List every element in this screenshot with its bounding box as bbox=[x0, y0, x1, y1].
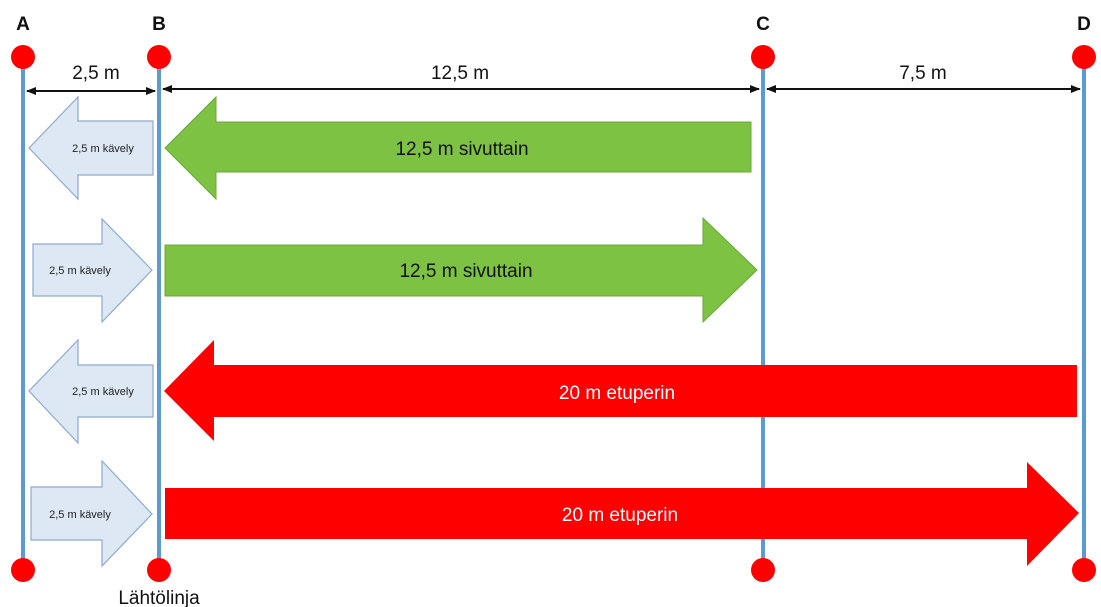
row-1: 2,5 m kävely 12,5 m sivuttain bbox=[28, 95, 752, 201]
point-label-b: B bbox=[152, 14, 166, 35]
dot-c-top bbox=[751, 45, 775, 69]
dot-d-bottom bbox=[1072, 558, 1096, 582]
row-4: 2,5 m kävely 20 m etuperin bbox=[30, 459, 1079, 568]
distance-label-ab: 2,5 m bbox=[72, 63, 120, 84]
dot-c-bottom bbox=[751, 558, 775, 582]
point-label-c: C bbox=[756, 14, 770, 35]
dot-b-bottom bbox=[147, 558, 171, 582]
run-label: 12,5 m sivuttain bbox=[399, 261, 532, 282]
run-arrow-left bbox=[164, 340, 1077, 441]
walk-label: 2,5 m kävely bbox=[72, 386, 134, 398]
walk-arrow-right bbox=[32, 217, 153, 324]
row-3: 2,5 m kävely 20 m etuperin bbox=[28, 338, 1077, 445]
run-arrow-left bbox=[164, 95, 752, 201]
distance-label-bc: 12,5 m bbox=[431, 63, 489, 84]
vertical-lines bbox=[21, 57, 1086, 570]
dot-b-top bbox=[147, 45, 171, 69]
row-2: 2,5 m kävely 12,5 m sivuttain bbox=[32, 216, 758, 324]
walk-label: 2,5 m kävely bbox=[72, 143, 134, 155]
walk-arrow-left bbox=[28, 338, 154, 445]
dot-d-top bbox=[1072, 45, 1096, 69]
dot-a-bottom bbox=[11, 558, 35, 582]
dimension-lines bbox=[26, 85, 1081, 95]
walk-label: 2,5 m kävely bbox=[49, 265, 111, 277]
run-arrow-right bbox=[164, 216, 758, 324]
walk-arrow-right bbox=[30, 459, 153, 568]
run-arrow-right bbox=[165, 462, 1079, 566]
start-line-label: Lähtölinja bbox=[118, 588, 200, 607]
walk-label: 2,5 m kävely bbox=[49, 509, 111, 521]
distance-label-cd: 7,5 m bbox=[899, 63, 947, 84]
run-label: 20 m etuperin bbox=[559, 383, 675, 404]
endpoint-dots bbox=[11, 45, 1096, 582]
run-label: 20 m etuperin bbox=[562, 505, 678, 526]
point-label-d: D bbox=[1077, 14, 1091, 35]
walk-arrow-left bbox=[28, 95, 154, 201]
run-label: 12,5 m sivuttain bbox=[395, 139, 528, 160]
point-label-a: A bbox=[16, 14, 30, 35]
dot-a-top bbox=[11, 45, 35, 69]
